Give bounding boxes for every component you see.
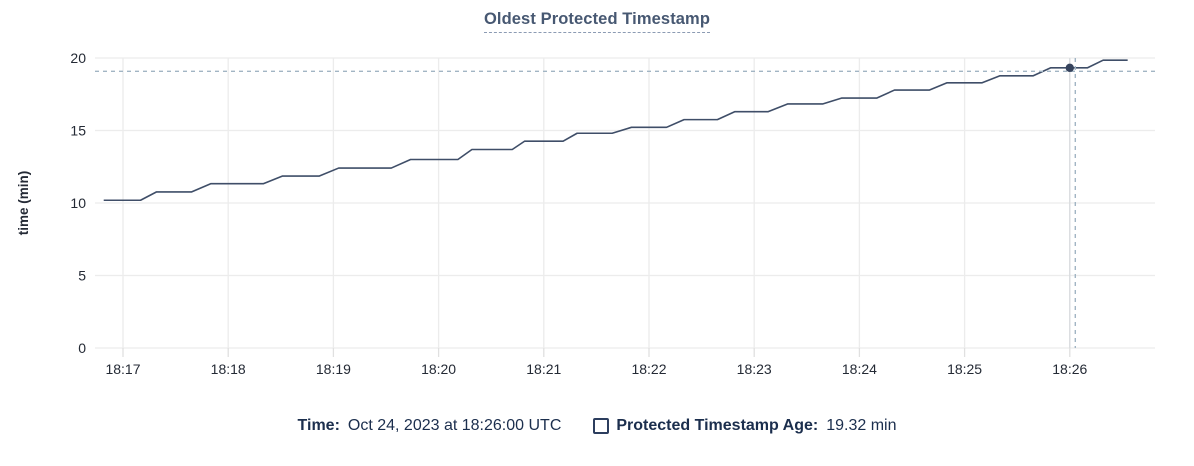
y-axis-title: time (min): [16, 171, 31, 236]
y-tick-label: 15: [70, 123, 86, 139]
y-tick-label: 0: [78, 340, 86, 356]
chart-legend: Time: Oct 24, 2023 at 18:26:00 UTC Prote…: [0, 417, 1194, 435]
x-tick-label: 18:17: [105, 361, 140, 377]
x-tick-label: 18:26: [1052, 361, 1087, 377]
legend-time-label: Time:: [297, 417, 340, 434]
hover-point-dot: [1065, 63, 1075, 73]
y-tick-label: 10: [70, 195, 86, 211]
x-tick-label: 18:23: [737, 361, 772, 377]
y-tick-label: 20: [70, 50, 86, 66]
legend-time-value: Oct 24, 2023 at 18:26:00 UTC: [347, 417, 562, 434]
x-tick-label: 18:22: [631, 361, 666, 377]
y-tick-label: 5: [78, 268, 86, 284]
chart-title[interactable]: Oldest Protected Timestamp: [483, 10, 711, 33]
x-tick-label: 18:21: [526, 361, 561, 377]
x-tick-label: 18:19: [316, 361, 351, 377]
timeseries-chart[interactable]: 0 5 10 15 20 18:17 18:18 18:19 18:20 18:21 18:22 18…: [0, 40, 1194, 402]
chart-title-row: Oldest Protected Timestamp: [0, 10, 1194, 33]
x-tick-label: 18:24: [842, 361, 877, 377]
x-tick-label: 18:18: [211, 361, 246, 377]
legend-series-value: 19.32 min: [826, 417, 897, 434]
series-line: [103, 59, 1128, 202]
x-tick-label: 18:25: [947, 361, 982, 377]
x-tick-label: 18:20: [421, 361, 456, 377]
legend-series-checkbox[interactable]: [593, 418, 610, 434]
legend-series-label: Protected Timestamp Age:: [616, 417, 819, 434]
